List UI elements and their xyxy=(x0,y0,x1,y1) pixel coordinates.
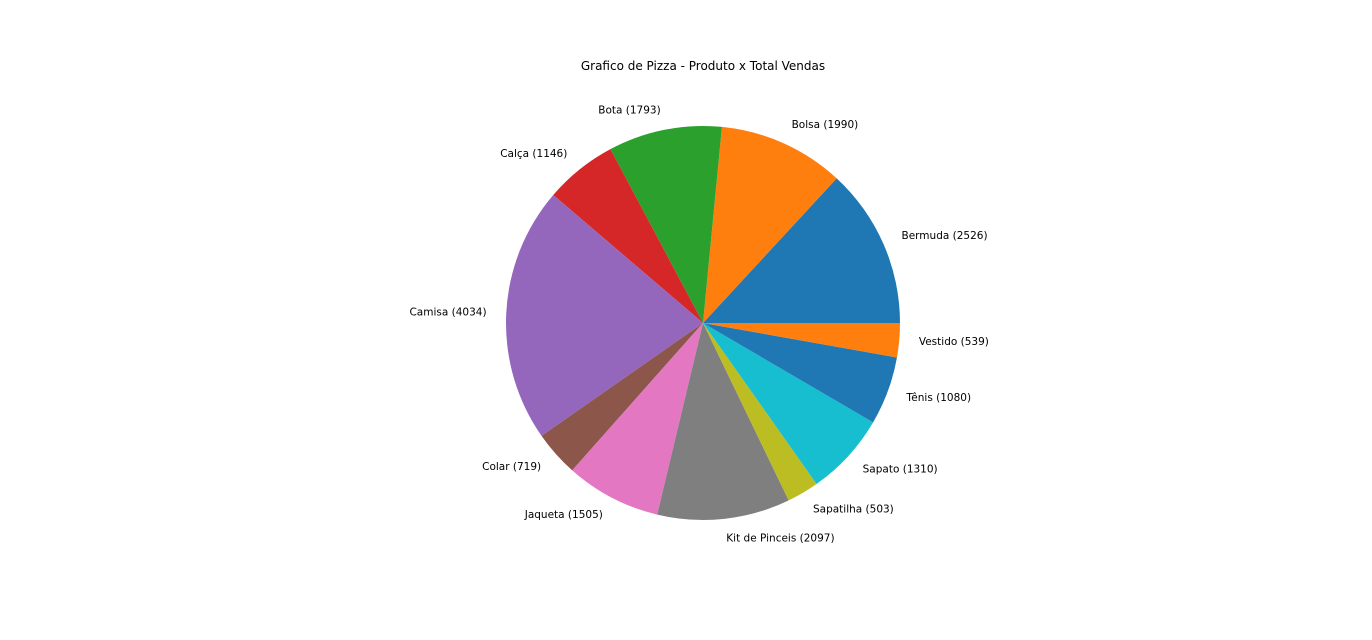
pie-slice-2 xyxy=(610,126,722,323)
pie-slice-label-3: Calça (1146) xyxy=(500,148,567,160)
pie-slice-label-10: Tênis (1080) xyxy=(905,392,971,404)
pie-slice-5 xyxy=(541,323,703,471)
pie-slice-label-0: Bermuda (2526) xyxy=(902,230,988,242)
pie-slice-10 xyxy=(703,323,897,423)
pie-slice-11 xyxy=(703,323,900,358)
pie-slice-1 xyxy=(703,126,837,323)
pie-slice-9 xyxy=(703,323,874,484)
pie-slice-label-5: Colar (719) xyxy=(482,461,541,473)
pie-slice-label-11: Vestido (539) xyxy=(919,336,989,348)
pie-labels: Bermuda (2526) Bolsa (1990) Bota (1793) Cal… xyxy=(409,104,988,544)
pie-slice-3 xyxy=(553,149,703,323)
pie-slice-label-1: Bolsa (1990) xyxy=(792,119,859,131)
pie-slice-7 xyxy=(657,323,789,520)
pie-slices xyxy=(506,126,900,520)
pie-slice-label-9: Sapato (1310) xyxy=(863,464,938,476)
pie-slice-label-2: Bota (1793) xyxy=(598,104,660,116)
pie-slice-label-8: Sapatilha (503) xyxy=(813,504,894,516)
pie-slice-8 xyxy=(703,323,817,501)
pie-slice-6 xyxy=(572,323,703,515)
chart-title: Grafico de Pizza - Produto x Total Venda… xyxy=(581,59,825,73)
pie-slice-label-7: Kit de Pinceis (2097) xyxy=(726,532,834,544)
pie-slice-label-4: Camisa (4034) xyxy=(409,306,486,318)
pie-slice-0 xyxy=(703,178,900,323)
pie-slice-label-6: Jaqueta (1505) xyxy=(524,509,603,521)
pie-slice-4 xyxy=(506,195,703,436)
